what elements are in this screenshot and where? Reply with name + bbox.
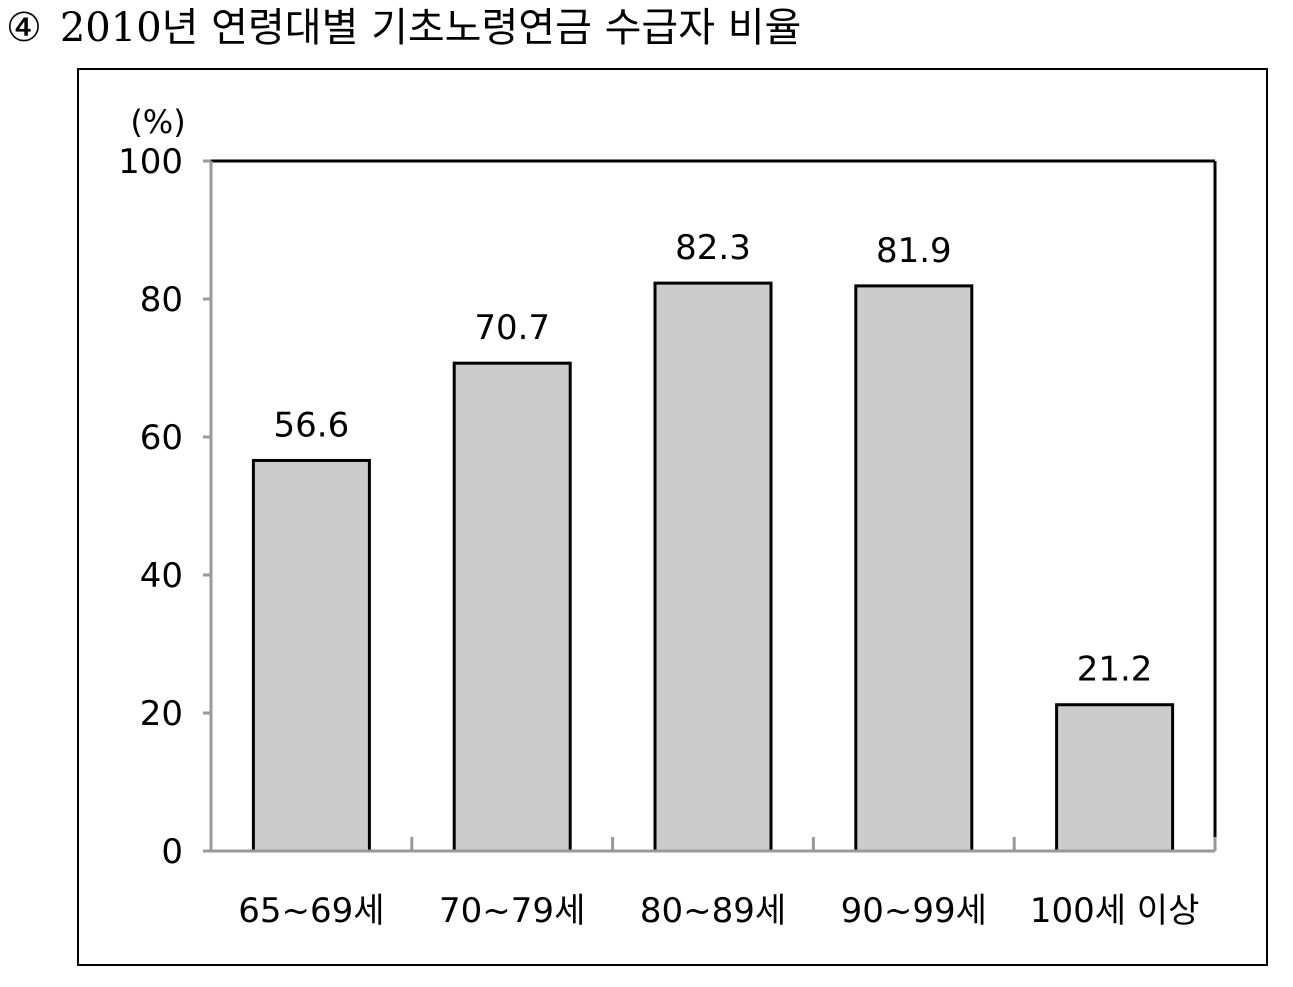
x-tick-label: 65~69세 <box>238 891 384 931</box>
bar-value-label: 81.9 <box>876 231 952 271</box>
x-tick-label: 80~89세 <box>640 891 786 931</box>
plot-area: 0 20 40 60 80 100 56.6 65~69세 70.7 70~79세 82.3 80~8… <box>118 142 1217 931</box>
bar-value-label: 82.3 <box>675 228 751 268</box>
y-tick-label: 20 <box>140 694 183 734</box>
y-tick-label: 100 <box>118 142 183 182</box>
y-tick-label: 80 <box>140 280 183 320</box>
x-tick-label: 70~79세 <box>439 891 585 931</box>
bar <box>653 281 773 853</box>
bar <box>452 361 572 853</box>
x-tick-label: 100세 이상 <box>1030 891 1200 931</box>
bar-value-label: 21.2 <box>1077 650 1153 690</box>
bar-value-label: 70.7 <box>474 308 550 348</box>
title-marker: ④ <box>6 5 42 51</box>
x-tick-label: 90~99세 <box>841 891 987 931</box>
y-tick-label: 60 <box>140 418 183 458</box>
y-tick-label: 0 <box>161 832 183 872</box>
y-tick-label: 40 <box>140 556 183 596</box>
bar <box>251 458 371 853</box>
bar <box>1055 703 1175 853</box>
bar-value-label: 56.6 <box>274 405 350 445</box>
y-axis-unit-label: (%) <box>130 103 185 141</box>
bar <box>854 284 974 853</box>
chart-title: ④ 2010년 연령대별 기초노령연금 수급자 비율 <box>6 8 801 48</box>
title-text: 2010년 연령대별 기초노령연금 수급자 비율 <box>59 5 802 51</box>
chart-frame <box>77 68 1268 966</box>
